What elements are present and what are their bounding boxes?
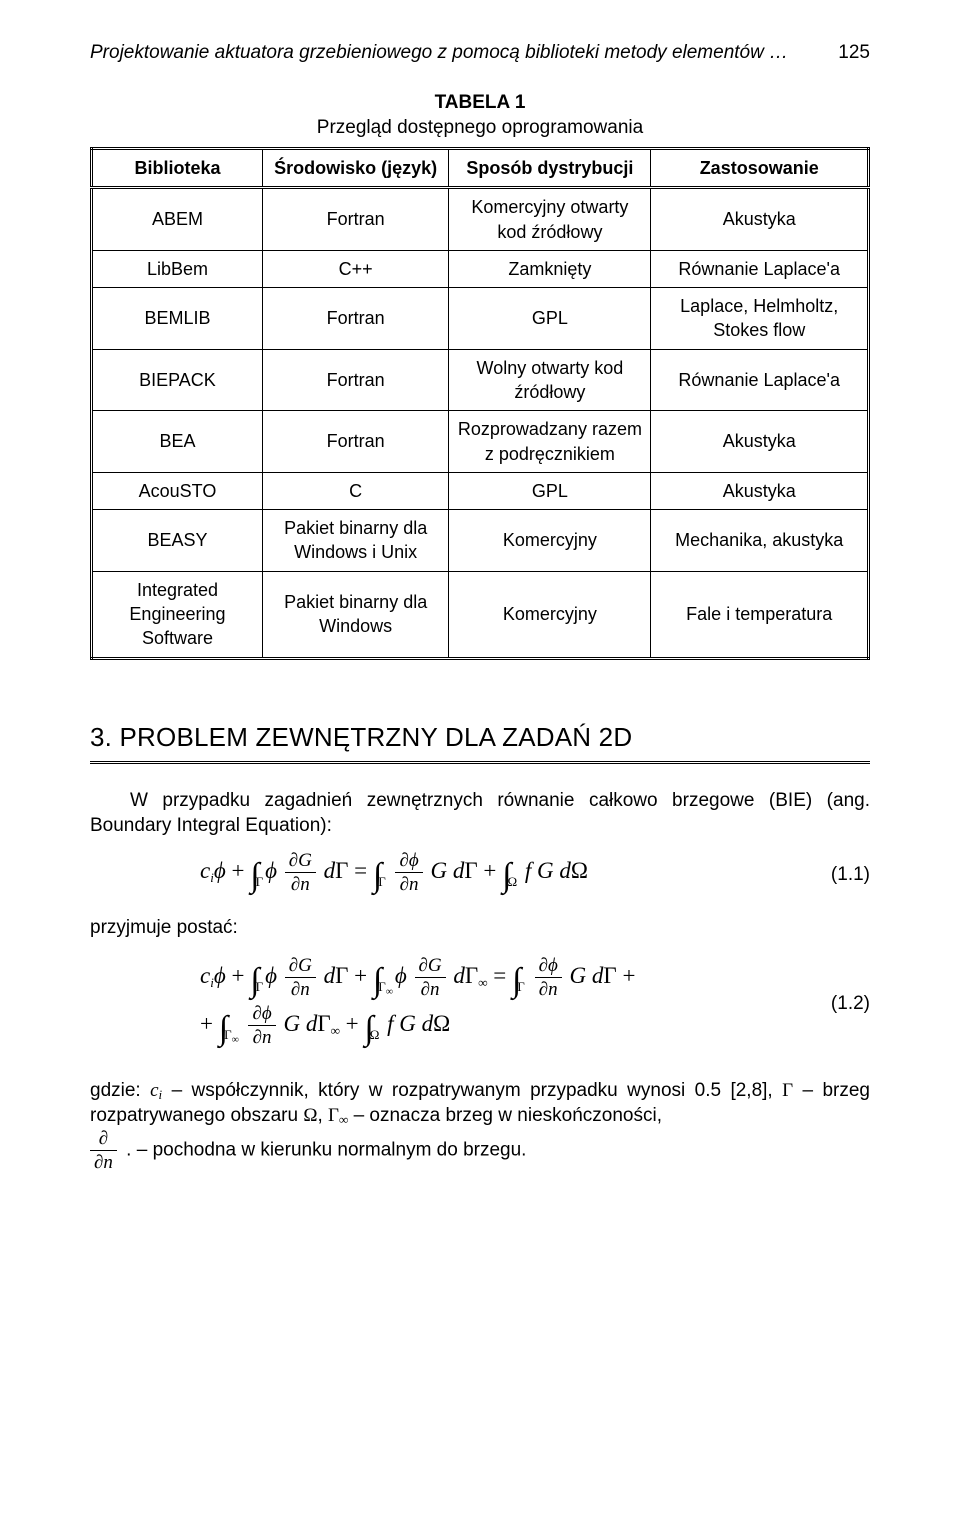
- table-body: ABEM Fortran Komercyjny otwarty kod źród…: [92, 188, 869, 658]
- equation-math: ciϕ + ∫Γϕ ∂G∂n dΓ = ∫Γ ∂ϕ∂n G dΓ + ∫Ω f …: [90, 851, 800, 899]
- cell: BEA: [92, 411, 263, 473]
- cell: Akustyka: [651, 411, 869, 473]
- cell: Fortran: [262, 349, 448, 411]
- cell: Fale i temperatura: [651, 571, 869, 658]
- equation-math-line2: + ∫Γ∞ ∂ϕ∂n G dΓ∞ + ∫Ω f G dΩ: [90, 1004, 800, 1052]
- cell: Integrated Engineering Software: [92, 571, 263, 658]
- where-text: – współczynnik, który w rozpatrywanym pr…: [172, 1080, 783, 1101]
- cell: Komercyjny: [449, 571, 651, 658]
- cell: Wolny otwarty kod źródłowy: [449, 349, 651, 411]
- table-label: TABELA 1: [435, 92, 526, 113]
- table-row: BIEPACK Fortran Wolny otwarty kod źródło…: [92, 349, 869, 411]
- table-row: BEASY Pakiet binarny dla Windows i Unix …: [92, 510, 869, 572]
- where-prefix: gdzie:: [90, 1080, 150, 1101]
- cell: GPL: [449, 288, 651, 350]
- equation-math-line1: ciϕ + ∫Γϕ ∂G∂n dΓ + ∫Γ∞ϕ ∂G∂n dΓ∞ = ∫Γ ∂…: [90, 956, 800, 1004]
- where-text: – pochodna w kierunku normalnym do brzeg…: [137, 1140, 527, 1161]
- cell: Akustyka: [651, 472, 869, 509]
- equation-1-2: ciϕ + ∫Γϕ ∂G∂n dΓ + ∫Γ∞ϕ ∂G∂n dΓ∞ = ∫Γ ∂…: [90, 950, 870, 1057]
- cell: BIEPACK: [92, 349, 263, 411]
- table-title: Przegląd dostępnego oprogramowania: [90, 115, 870, 141]
- cell: ABEM: [92, 188, 263, 251]
- cell: BEMLIB: [92, 288, 263, 350]
- cell: Fortran: [262, 188, 448, 251]
- takes-form-text: przyjmuje postać:: [90, 915, 870, 941]
- cell: Pakiet binarny dla Windows: [262, 571, 448, 658]
- cell: Równanie Laplace'a: [651, 349, 869, 411]
- software-table: Biblioteka Środowisko (język) Sposób dys…: [90, 147, 870, 660]
- cell: Mechanika, akustyka: [651, 510, 869, 572]
- cell: Komercyjny otwarty kod źródłowy: [449, 188, 651, 251]
- col-header: Zastosowanie: [651, 148, 869, 187]
- cell: Fortran: [262, 411, 448, 473]
- section-heading: 3. PROBLEM ZEWNĘTRZNY DLA ZADAŃ 2D: [90, 720, 870, 755]
- intro-paragraph: W przypadku zagadnień zewnętrznych równa…: [90, 788, 870, 839]
- cell: C: [262, 472, 448, 509]
- cell: Równanie Laplace'a: [651, 250, 869, 287]
- cell: Akustyka: [651, 188, 869, 251]
- table-row: ABEM Fortran Komercyjny otwarty kod źród…: [92, 188, 869, 251]
- running-title: Projektowanie aktuatora grzebieniowego z…: [90, 40, 788, 66]
- cell: Pakiet binarny dla Windows i Unix: [262, 510, 448, 572]
- cell: Zamknięty: [449, 250, 651, 287]
- cell: Laplace, Helmholtz, Stokes flow: [651, 288, 869, 350]
- table-caption: TABELA 1 Przegląd dostępnego oprogramowa…: [90, 90, 870, 141]
- cell: LibBem: [92, 250, 263, 287]
- table-header-row: Biblioteka Środowisko (język) Sposób dys…: [92, 148, 869, 187]
- col-header: Sposób dystrybucji: [449, 148, 651, 187]
- section-rule: [90, 761, 870, 764]
- where-text: – oznacza brzeg w nieskończoności,: [354, 1105, 662, 1126]
- cell: Rozprowadzany razem z podręcznikiem: [449, 411, 651, 473]
- col-header: Środowisko (język): [262, 148, 448, 187]
- intro-text: W przypadku zagadnień zewnętrznych równa…: [90, 790, 870, 837]
- equation-number: (1.1): [800, 862, 870, 888]
- cell: C++: [262, 250, 448, 287]
- cell: GPL: [449, 472, 651, 509]
- cell: BEASY: [92, 510, 263, 572]
- table-row: AcouSTO C GPL Akustyka: [92, 472, 869, 509]
- col-header: Biblioteka: [92, 148, 263, 187]
- cell: AcouSTO: [92, 472, 263, 509]
- cell: Fortran: [262, 288, 448, 350]
- equation-1-1: ciϕ + ∫Γϕ ∂G∂n dΓ = ∫Γ ∂ϕ∂n G dΓ + ∫Ω f …: [90, 851, 870, 899]
- running-header: Projektowanie aktuatora grzebieniowego z…: [90, 40, 870, 66]
- page-number: 125: [838, 40, 870, 66]
- table-row: Integrated Engineering Software Pakiet b…: [92, 571, 869, 658]
- table-row: LibBem C++ Zamknięty Równanie Laplace'a: [92, 250, 869, 287]
- where-clause: gdzie: ci – współczynnik, który w rozpat…: [90, 1078, 870, 1172]
- cell: Komercyjny: [449, 510, 651, 572]
- table-row: BEMLIB Fortran GPL Laplace, Helmholtz, S…: [92, 288, 869, 350]
- table-row: BEA Fortran Rozprowadzany razem z podręc…: [92, 411, 869, 473]
- equation-number: (1.2): [800, 991, 870, 1017]
- partial-ddn-icon: ∂∂n: [90, 1129, 117, 1172]
